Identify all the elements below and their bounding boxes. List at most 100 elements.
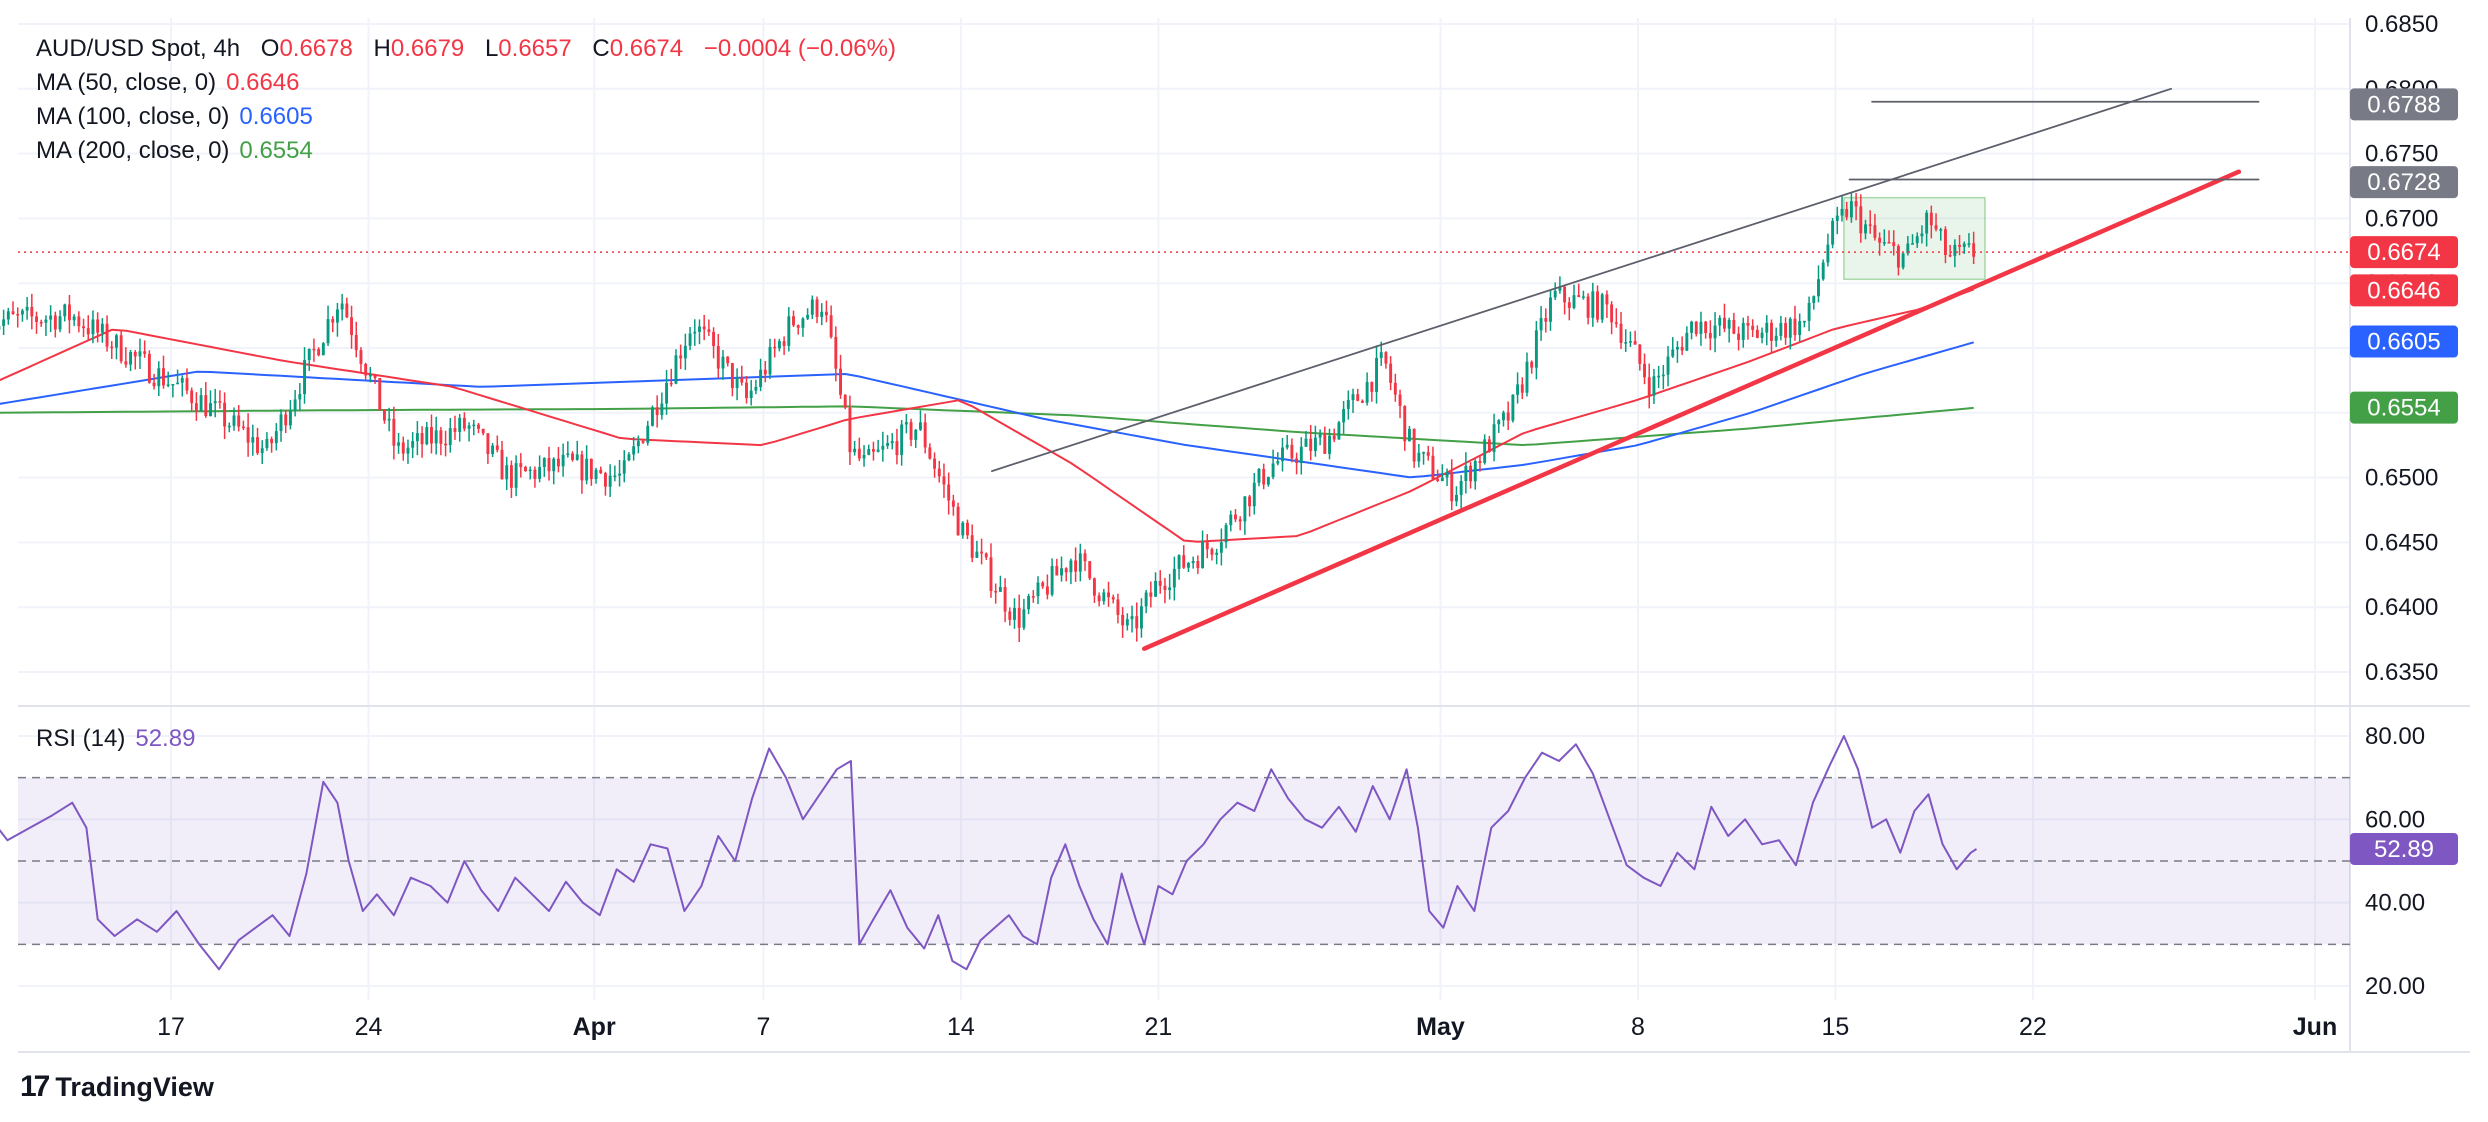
- candle-up: [251, 437, 255, 443]
- candle-down: [1586, 296, 1590, 318]
- candle-down: [1121, 614, 1125, 626]
- candle-down: [1393, 382, 1397, 395]
- candle-down: [1892, 242, 1896, 247]
- candle-down: [989, 557, 993, 591]
- candle-down: [378, 377, 382, 411]
- channel-line[interactable]: [991, 87, 2173, 473]
- price-tick-label: 0.6500: [2365, 465, 2438, 492]
- candle-down: [956, 506, 960, 536]
- candle-down: [1633, 341, 1637, 345]
- candle-up: [176, 382, 180, 385]
- ma200-legend[interactable]: MA (200, close, 0) 0.6554: [36, 134, 313, 168]
- candle-up: [209, 403, 212, 416]
- candle-up: [1525, 361, 1529, 393]
- candle-down: [716, 346, 720, 369]
- candle-down: [1210, 549, 1214, 555]
- candle-down: [1708, 333, 1712, 339]
- candle-up: [627, 454, 631, 461]
- close-label: C: [592, 35, 610, 62]
- candle-up: [1125, 619, 1129, 626]
- candle-down: [1469, 465, 1473, 482]
- candle-up: [260, 448, 264, 454]
- candle-up: [1473, 460, 1477, 482]
- ma100-legend[interactable]: MA (100, close, 0) 0.6605: [36, 100, 313, 134]
- candle-down: [119, 335, 123, 362]
- rsi-legend[interactable]: RSI (14) 52.89: [36, 722, 195, 756]
- candle-down: [1737, 333, 1741, 340]
- candle-up: [1407, 428, 1411, 442]
- ohlc-legend[interactable]: AUD/USD Spot, 4h O0.6678 H0.6679 L0.6657…: [36, 32, 910, 66]
- candle-up: [1915, 236, 1919, 244]
- candle-up: [1826, 244, 1830, 263]
- candle-up: [1036, 582, 1040, 597]
- candle-up: [1802, 320, 1806, 323]
- candle-down: [96, 319, 100, 333]
- ma50-legend[interactable]: MA (50, close, 0) 0.6646: [36, 66, 299, 100]
- candle-up: [1139, 606, 1143, 629]
- candle-up: [1624, 342, 1628, 344]
- candle-down: [1596, 291, 1599, 320]
- candle-down: [1384, 352, 1388, 364]
- price-label-text: 0.6728: [2367, 169, 2440, 196]
- candle-up: [406, 447, 410, 454]
- candle-up: [199, 395, 203, 411]
- candle-down: [495, 445, 499, 450]
- candle-down: [1859, 206, 1863, 234]
- candle-down: [1055, 566, 1059, 576]
- time-tick-label: 8: [1631, 1013, 1645, 1041]
- rsi-tick-label: 20.00: [2365, 973, 2425, 1000]
- candle-up: [1925, 212, 1929, 234]
- price-label-bg: [2350, 88, 2458, 121]
- candle-down: [1403, 405, 1407, 442]
- time-tick-label: 15: [1822, 1013, 1850, 1041]
- candle-up: [876, 449, 880, 452]
- candle-down: [194, 403, 198, 411]
- candle-down: [162, 368, 165, 386]
- candle-down: [185, 378, 189, 391]
- candle-up: [20, 310, 24, 315]
- candle-down: [1704, 321, 1708, 334]
- candle-down: [331, 319, 335, 323]
- price-label-text: 0.6674: [2367, 239, 2440, 266]
- tradingview-logo[interactable]: 17 TradingView: [20, 1070, 214, 1104]
- candle-up: [335, 309, 339, 323]
- candle-down: [966, 522, 969, 536]
- time-tick-label: 14: [947, 1013, 975, 1041]
- candle-down: [124, 361, 128, 365]
- candle-up: [166, 384, 170, 386]
- candle-down: [942, 476, 946, 485]
- price-label-text: 0.6646: [2367, 277, 2440, 304]
- candle-up: [1050, 566, 1054, 595]
- candle-down: [383, 410, 386, 421]
- price-label-bg: [2350, 391, 2458, 424]
- candle-up: [397, 442, 401, 446]
- candle-down: [246, 427, 250, 443]
- candle-down: [970, 535, 974, 558]
- candle-up: [566, 453, 570, 455]
- symbol-label[interactable]: AUD/USD Spot, 4h: [36, 35, 241, 62]
- candle-up: [25, 306, 29, 311]
- candle-down: [1478, 460, 1482, 463]
- candle-down: [364, 363, 368, 376]
- candle-down: [1619, 323, 1623, 343]
- candle-up: [411, 441, 415, 448]
- candle-up: [514, 463, 518, 488]
- trend-lines[interactable]: [991, 87, 2260, 651]
- candle-up: [1666, 356, 1670, 375]
- uptrend-line[interactable]: [1142, 169, 2242, 651]
- rsi-label-text: 52.89: [2374, 836, 2434, 863]
- candle-down: [1111, 597, 1115, 600]
- candle-up: [100, 323, 104, 333]
- candle-up: [279, 414, 283, 432]
- candle-down: [1680, 346, 1684, 351]
- candle-down: [702, 326, 706, 330]
- price-label-bg: [2350, 274, 2458, 307]
- candle-down: [1389, 363, 1393, 383]
- candle-up: [1154, 580, 1158, 597]
- candle-up: [326, 319, 330, 344]
- candle-down: [1323, 434, 1327, 454]
- candle-up: [303, 360, 306, 395]
- candle-up: [820, 311, 824, 317]
- candle-down: [1746, 322, 1750, 326]
